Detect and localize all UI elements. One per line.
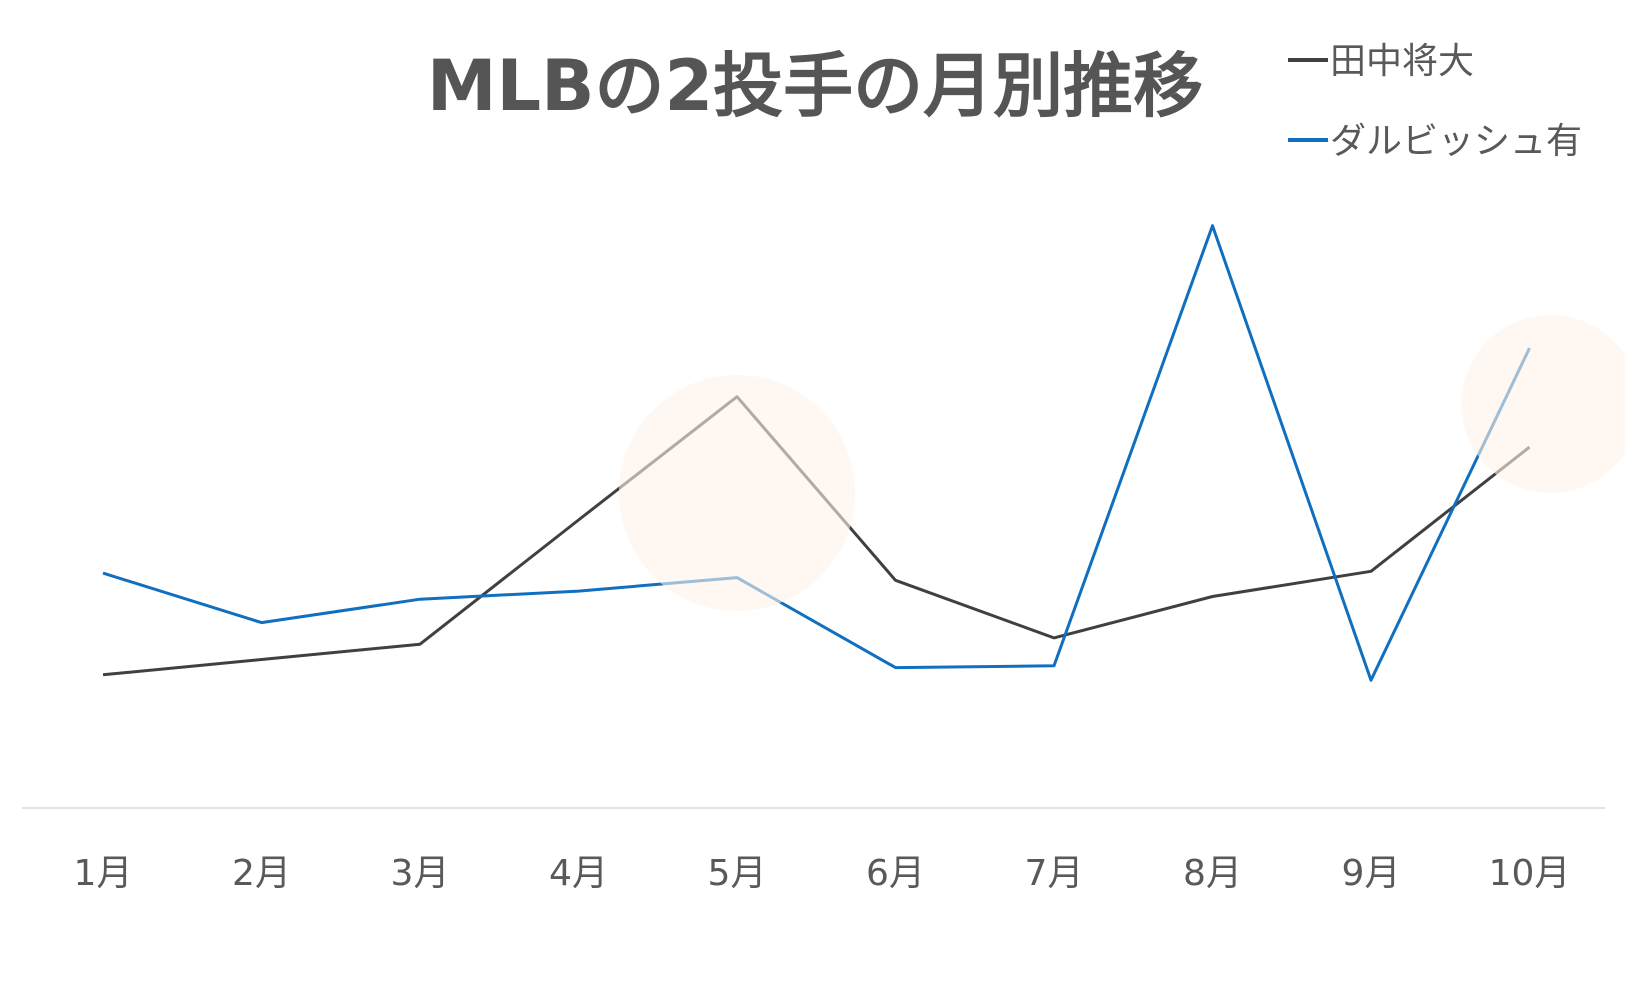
x-tick-label: 8月 [1183, 853, 1242, 894]
highlight-circle-2 [1461, 315, 1625, 493]
legend-label-2: ダルビッシュ有 [1330, 121, 1582, 162]
x-tick-label: 2月 [232, 853, 291, 894]
x-tick-labels: 1月 2月 3月 4月 5月 6月 7月 8月 9月 10月 [74, 853, 1571, 894]
x-tick-label: 9月 [1342, 853, 1401, 894]
highlight-circle-1 [619, 375, 855, 611]
series-line-2 [102, 224, 1531, 682]
x-tick-label: 3月 [391, 853, 450, 894]
x-tick-label: 6月 [866, 853, 925, 894]
x-tick-label: 10月 [1489, 853, 1571, 894]
legend-label-1: 田中将大 [1330, 41, 1474, 82]
x-tick-label: 4月 [549, 853, 608, 894]
x-tick-label: 1月 [74, 853, 133, 894]
x-tick-label: 7月 [1025, 853, 1084, 894]
x-tick-label: 5月 [708, 853, 767, 894]
chart-title: MLBの2投手の月別推移 [427, 45, 1203, 127]
